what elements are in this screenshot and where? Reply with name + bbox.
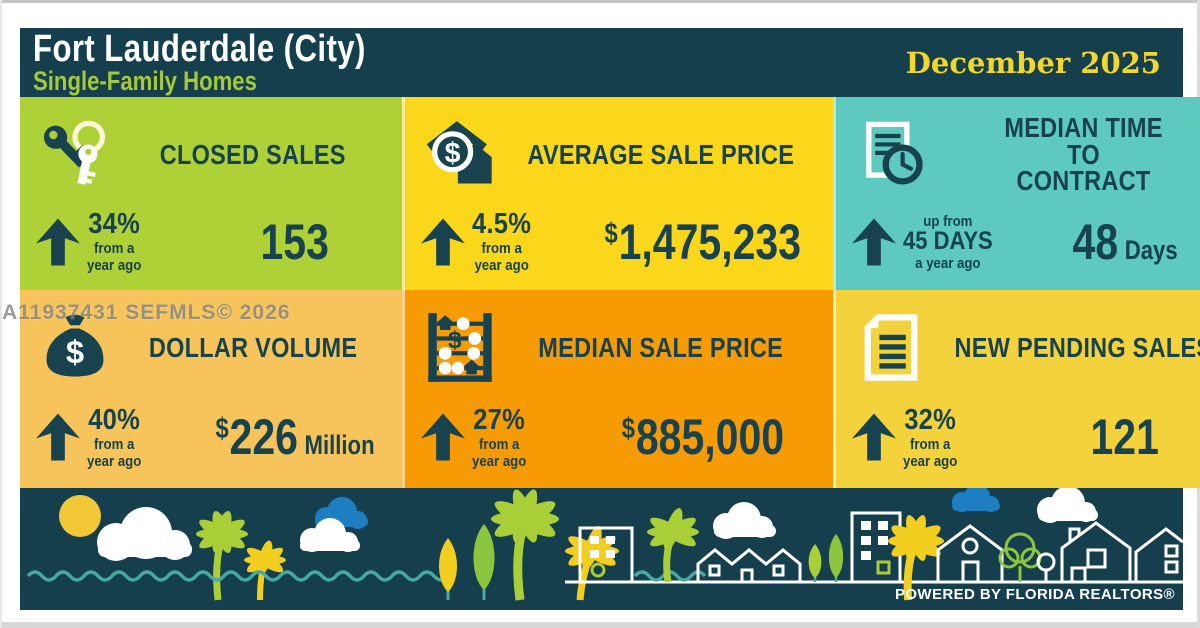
metric-value: 48 Days [1072, 213, 1178, 270]
card-title: MEDIAN TIME TO CONTRACT [1003, 112, 1163, 197]
skyline-art [26, 488, 1183, 601]
report-date: December 2025 [905, 45, 1161, 80]
house-icon [936, 524, 1004, 584]
cloud-icon [97, 507, 192, 561]
page-subtitle: Single-Family Homes [33, 66, 257, 97]
skyline-illustration: POWERED BY FLORIDA REALTORS® [20, 488, 1183, 610]
tree-icon [1036, 552, 1056, 582]
card-title: MEDIAN SALE PRICE [538, 331, 784, 363]
pending-sales-document-icon [852, 310, 930, 386]
change-percent: 40% [88, 403, 141, 436]
metric-value: $885,000 [621, 409, 784, 465]
change-caption: from a [479, 435, 520, 453]
change-caption: from a [93, 435, 135, 453]
powered-by-credit: POWERED BY FLORIDA REALTORS® [894, 586, 1175, 603]
card-title: AVERAGE SALE PRICE [527, 138, 795, 170]
metric-value: 153 [260, 213, 330, 270]
palm-tree-icon [888, 515, 944, 601]
yoy-change: up from 45 DAYS a year ago [851, 212, 1014, 272]
page-title: Fort Lauderdale (City) [33, 27, 366, 70]
infographic-sheet: Fort Lauderdale (City) Single-Family Hom… [20, 28, 1200, 610]
title-block: Fort Lauderdale (City) Single-Family Hom… [33, 27, 439, 97]
card-median-sale-price: $ MEDIAN SALE PRICE 27% from a year ago [402, 290, 833, 488]
up-arrow-icon [36, 217, 80, 266]
change-caption: from a [481, 240, 522, 257]
change-percent: 27% [473, 403, 526, 436]
house-icon [1134, 527, 1183, 582]
change-caption: from a [93, 240, 135, 257]
change-prior-value: 45 DAYS [902, 227, 993, 255]
up-arrow-icon [421, 217, 466, 266]
change-percent: 32% [903, 403, 956, 436]
card-new-pending-sales: NEW PENDING SALES 32% from a year ago [832, 290, 1200, 488]
svg-text:$: $ [66, 333, 84, 370]
card-title: DOLLAR VOLUME [148, 331, 358, 363]
up-arrow-icon [36, 413, 80, 461]
change-caption: a year ago [914, 255, 981, 272]
blue-cloud-icon [952, 488, 1000, 512]
top-border [0, 0, 1200, 3]
abacus-icon: $ [421, 310, 499, 386]
card-average-sale-price: $ AVERAGE SALE PRICE 4.5% from a year ag… [402, 97, 833, 290]
yoy-change: 40% from a year ago [36, 403, 198, 470]
change-caption: from a [909, 435, 950, 453]
change-caption: year ago [474, 257, 529, 274]
metric-value: $226 Million [215, 409, 375, 465]
metric-value: $1,475,233 [604, 213, 802, 270]
card-title: CLOSED SALES [160, 138, 347, 170]
bottom-border [0, 622, 1200, 628]
cloud-icon [1037, 488, 1098, 523]
yoy-change: 27% from a year ago [421, 403, 583, 470]
rowhouses [696, 548, 802, 582]
house-dollar-icon: $ [421, 117, 499, 193]
svg-text:$: $ [445, 137, 461, 169]
up-arrow-icon [421, 413, 466, 461]
change-percent: 34% [88, 208, 141, 240]
change-caption: year ago [902, 452, 957, 470]
change-caption: year ago [87, 452, 142, 470]
left-border [0, 0, 2, 628]
document-clock-icon [852, 117, 930, 193]
waves [26, 570, 450, 582]
tree-icon [998, 532, 1042, 582]
yoy-change: 32% from a year ago [851, 403, 1014, 470]
cloud-icon [713, 502, 776, 539]
card-median-time-to-contract: MEDIAN TIME TO CONTRACT up from 45 DAYS … [832, 97, 1200, 290]
cypress-tree-icon [438, 524, 495, 600]
palm-tree-icon [196, 510, 286, 601]
palm-tree-icon [647, 507, 699, 583]
mls-watermark: A11937431 SEFMLS© 2026 [2, 301, 291, 324]
metric-grid: CLOSED SALES 34% from a year ago [20, 97, 1200, 488]
change-percent: 4.5% [472, 208, 532, 240]
card-dollar-volume: $ DOLLAR VOLUME 40% from a year ago [20, 290, 403, 488]
sun-icon [59, 495, 101, 537]
building-icon [578, 526, 634, 582]
header: Fort Lauderdale (City) Single-Family Hom… [20, 28, 1183, 97]
up-arrow-icon [851, 413, 896, 461]
yoy-change: 34% from a year ago [36, 210, 198, 273]
svg-text:$: $ [448, 327, 462, 354]
metric-value: 121 [1090, 409, 1160, 465]
yoy-change: 4.5% from a year ago [421, 210, 583, 273]
money-bag-icon: $ [36, 310, 114, 386]
up-arrow-icon [851, 217, 896, 266]
change-caption: year ago [87, 257, 142, 274]
building-icon [850, 511, 902, 582]
keys-icon [36, 117, 114, 193]
cloud-icon [300, 518, 360, 552]
house-icon [1060, 521, 1132, 582]
change-caption: year ago [472, 452, 527, 470]
change-caption: up from [922, 213, 973, 230]
cypress-tree-icon [808, 534, 844, 582]
card-title: NEW PENDING SALES [954, 331, 1200, 363]
card-closed-sales: CLOSED SALES 34% from a year ago [20, 97, 403, 290]
